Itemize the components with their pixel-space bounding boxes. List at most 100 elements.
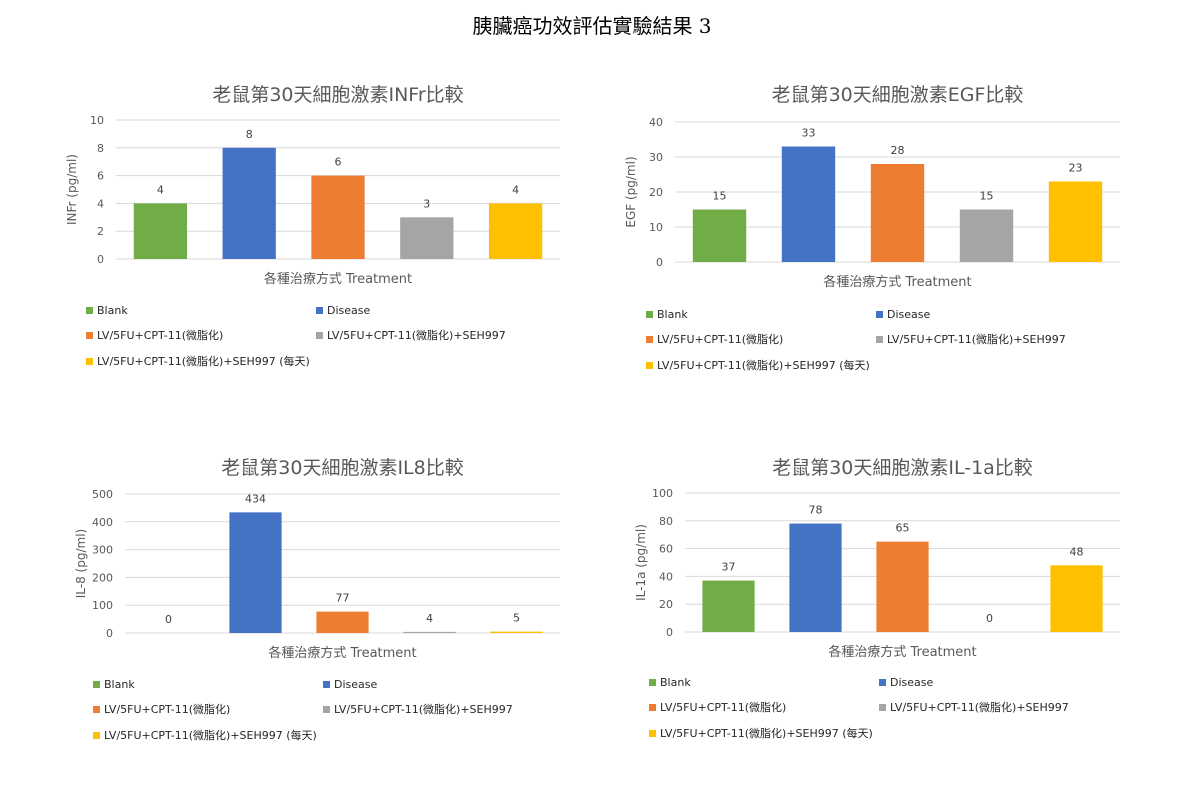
- data-label: 78: [809, 504, 823, 517]
- chart-egf-title: 老鼠第30天細胞激素EGF比較: [772, 84, 1024, 106]
- bar-egf-5: [1048, 181, 1103, 262]
- y-axis-label: IL-1a (pg/ml): [634, 524, 648, 601]
- bar-il1a-5: [1050, 565, 1103, 632]
- legend-swatch: [316, 307, 323, 314]
- y-tick-label: 200: [92, 571, 113, 584]
- y-tick-label: 20: [649, 186, 663, 199]
- x-axis-label: 各種治療方式 Treatment: [823, 274, 971, 290]
- chart-il1a-plot: 老鼠第30天細胞激素IL-1a比較 0 20 40 60 80 100 37 78 65 0 48 各種…: [634, 457, 1120, 660]
- legend-swatch: [649, 679, 656, 686]
- y-tick-label: 20: [659, 598, 673, 611]
- legend-swatch: [876, 335, 883, 343]
- bar-egf-2: [781, 146, 836, 262]
- y-tick-label: 500: [92, 488, 113, 501]
- legend-item: LV/5FU+CPT-11(微脂化)+SEH997 (每天): [649, 725, 879, 741]
- y-tick-label: 10: [90, 114, 104, 127]
- page-title: 胰臟癌功效評估實驗結果 3: [472, 14, 712, 38]
- legend-label: LV/5FU+CPT-11(微脂化): [657, 333, 784, 346]
- legend-item: Blank: [649, 676, 879, 689]
- legend-item: LV/5FU+CPT-11(微脂化): [86, 327, 316, 343]
- chart-infr-title: 老鼠第30天細胞激素INFr比較: [212, 84, 463, 106]
- legend-item: LV/5FU+CPT-11(微脂化)+SEH997 (每天): [93, 727, 323, 743]
- chart-infr-legend: Blank Disease LV/5FU+CPT-11(微脂化) LV/5FU+CPT…: [86, 304, 546, 369]
- legend-swatch: [316, 331, 323, 339]
- legend-label: Blank: [104, 678, 135, 691]
- chart-il8-title: 老鼠第30天細胞激素IL8比較: [221, 457, 463, 479]
- y-tick-label: 10: [649, 221, 663, 234]
- y-tick-label: 300: [92, 544, 113, 557]
- data-label: 4: [157, 183, 164, 196]
- bar-il8-5: [490, 631, 543, 633]
- x-axis-label: 各種治療方式 Treatment: [268, 645, 416, 661]
- data-label: 15: [713, 190, 727, 203]
- y-tick-label: 0: [106, 627, 113, 640]
- data-label: 0: [986, 612, 993, 625]
- chart-infr-plot: 老鼠第30天細胞激素INFr比較 0 2 4 6 8 10 4 8 6 3 4 各種治療方式 Treat…: [65, 84, 560, 287]
- y-tick-label: 60: [659, 543, 673, 556]
- bar-infr-2: [222, 147, 276, 259]
- data-label: 65: [896, 522, 910, 535]
- y-tick-label: 4: [97, 197, 104, 210]
- data-label: 0: [165, 613, 172, 626]
- legend-swatch: [649, 729, 656, 737]
- y-tick-label: 100: [652, 487, 673, 500]
- legend-label: LV/5FU+CPT-11(微脂化): [660, 701, 787, 714]
- legend-label: LV/5FU+CPT-11(微脂化)+SEH997 (每天): [97, 355, 310, 368]
- legend-swatch: [879, 703, 886, 711]
- data-label: 4: [512, 183, 519, 196]
- data-label: 434: [245, 492, 266, 505]
- data-label: 15: [980, 190, 994, 203]
- legend-swatch: [86, 307, 93, 314]
- chart-egf-plot: 老鼠第30天細胞激素EGF比較 0 10 20 30 40 15 33 28 15 23 各種治療方式…: [624, 84, 1120, 290]
- y-tick-label: 2: [97, 225, 104, 238]
- bar-il8-4: [403, 631, 456, 633]
- legend-swatch: [323, 705, 330, 713]
- bar-il8-3: [316, 611, 369, 633]
- y-tick-label: 30: [649, 151, 663, 164]
- bar-infr-4: [400, 217, 454, 259]
- legend-item: LV/5FU+CPT-11(微脂化): [93, 701, 323, 717]
- legend-swatch: [646, 335, 653, 343]
- x-axis-label: 各種治療方式 Treatment: [264, 271, 412, 287]
- bar-egf-1: [692, 209, 747, 262]
- data-label: 5: [513, 612, 520, 625]
- legend-swatch: [86, 331, 93, 339]
- y-tick-label: 6: [97, 170, 104, 183]
- legend-swatch: [323, 681, 330, 688]
- bar-il1a-3: [876, 541, 929, 632]
- data-label: 6: [335, 156, 342, 169]
- bar-egf-3: [870, 164, 925, 262]
- data-label: 23: [1069, 162, 1083, 175]
- chart-il1a: 老鼠第30天細胞激素IL-1a比較 0 20 40 60 80 100 37 78 65 0 48 各種…: [600, 448, 1160, 788]
- y-tick-label: 400: [92, 516, 113, 529]
- bar-il1a-2: [789, 523, 842, 632]
- bar-egf-4: [959, 209, 1014, 262]
- legend-item: Disease: [879, 676, 1109, 689]
- legend-item: Disease: [316, 304, 546, 317]
- legend-label: Blank: [660, 676, 691, 689]
- legend-label: LV/5FU+CPT-11(微脂化)+SEH997: [887, 333, 1066, 346]
- bar-infr-3: [311, 175, 365, 259]
- y-tick-label: 8: [97, 142, 104, 155]
- chart-infr: 老鼠第30天細胞激素INFr比較 0 2 4 6 8 10 4 8 6 3 4 各種治療方式 Treat…: [40, 75, 600, 415]
- legend-label: Disease: [887, 308, 931, 321]
- bar-infr-5: [488, 203, 543, 259]
- legend-swatch: [93, 705, 100, 713]
- legend-item: LV/5FU+CPT-11(微脂化)+SEH997 (每天): [646, 357, 876, 373]
- x-axis-label: 各種治療方式 Treatment: [828, 644, 976, 660]
- y-tick-label: 0: [666, 626, 673, 639]
- legend-swatch: [876, 311, 883, 318]
- y-tick-label: 40: [649, 116, 663, 129]
- legend-label: LV/5FU+CPT-11(微脂化)+SEH997 (每天): [104, 729, 317, 742]
- legend-label: Blank: [97, 304, 128, 317]
- legend-label: LV/5FU+CPT-11(微脂化)+SEH997 (每天): [657, 359, 870, 372]
- data-label: 77: [336, 592, 350, 605]
- bar-infr-1: [133, 203, 188, 259]
- legend-item: Disease: [323, 678, 553, 691]
- data-label: 37: [722, 561, 736, 574]
- chart-il1a-legend: Blank Disease LV/5FU+CPT-11(微脂化) LV/5FU+CPT…: [649, 676, 1109, 741]
- legend-item: LV/5FU+CPT-11(微脂化): [649, 699, 879, 715]
- legend-label: LV/5FU+CPT-11(微脂化): [104, 703, 231, 716]
- legend-swatch: [93, 681, 100, 688]
- legend-label: LV/5FU+CPT-11(微脂化)+SEH997: [334, 703, 513, 716]
